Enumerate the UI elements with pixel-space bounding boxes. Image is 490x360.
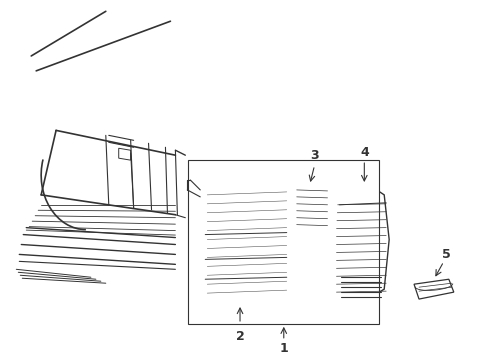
Bar xyxy=(188,160,379,324)
Polygon shape xyxy=(335,175,389,304)
Text: 5: 5 xyxy=(442,248,451,261)
Polygon shape xyxy=(200,180,290,309)
Polygon shape xyxy=(294,185,329,230)
Text: 1: 1 xyxy=(279,342,288,355)
Polygon shape xyxy=(414,279,454,299)
Text: 2: 2 xyxy=(236,330,245,343)
Text: 4: 4 xyxy=(360,146,368,159)
Text: 3: 3 xyxy=(310,149,319,162)
